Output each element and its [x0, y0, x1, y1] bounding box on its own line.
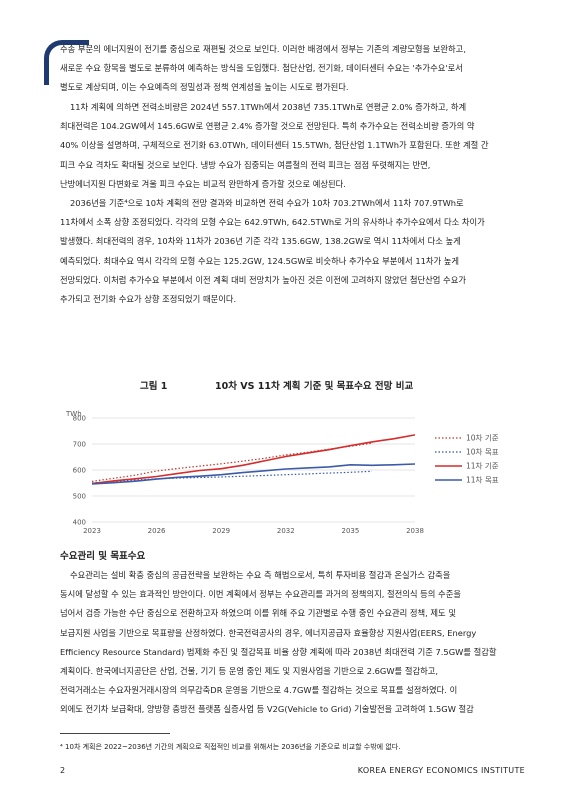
text-line: 11차에서 소폭 상향 조정되었다. 각각의 모형 수요는 642.9TWh, … [60, 217, 485, 228]
series-line-2 [91, 470, 372, 484]
legend-label: 11차 기준 [466, 462, 499, 471]
text-line: 40% 이상을 설명하며, 구체적으로 전기화 63.0TWh, 데이터센터 1… [60, 140, 489, 151]
x-tick-label: 2038 [406, 527, 424, 535]
y-tick-label: 600 [73, 467, 86, 475]
text-line: 예측되었다. 최대수요 역시 각각의 모형 수요는 125.2GW, 124.5… [60, 255, 460, 266]
paragraph-forecast: 11차 계획에 의하면 전력소비량은 2024년 557.1TWh에서 2038… [60, 98, 526, 194]
corner-accent [44, 40, 89, 85]
legend-label: 10차 기준 [466, 434, 499, 443]
series-line-3 [91, 434, 416, 485]
paragraph-comparison: 2036년을 기준⁴으로 10차 계획의 전망 결과와 비교하면 전력 수요가 … [60, 194, 526, 309]
page-number: 2 [60, 766, 66, 775]
x-tick-label: 2026 [148, 527, 166, 535]
x-tick-label: 2035 [341, 527, 359, 535]
text-line: 난방에너지원 다변화로 겨울 피크 수요는 비교적 완만하게 증가할 것으로 예… [60, 178, 346, 189]
section-title: 수요관리 및 목표수요 [60, 551, 146, 562]
legend-label: 11차 목표 [466, 476, 499, 485]
text-line: 전망되었다. 이처럼 추가수요 부분에서 이전 계획 대비 전망치가 높아진 것… [60, 274, 466, 285]
y-tick-label: 400 [73, 519, 86, 527]
figure-title: 10차 VS 11차 계획 기준 및 목표수요 전망 비교 [215, 381, 414, 392]
text-line: 별도로 계상되며, 이는 수요예측의 정밀성과 정책 연계성을 높이는 시도로 … [60, 82, 349, 93]
y-tick-label: 500 [73, 493, 86, 501]
y-axis-unit-label: TWh [65, 410, 82, 418]
text-line: Efficiency Resource Standard) 법제화 추진 및 절… [60, 646, 497, 657]
x-tick-label: 2023 [83, 527, 101, 535]
text-line: 새로운 수요 항목을 별도로 분류하여 예측하는 방식을 도입했다. 첨단산업,… [60, 63, 463, 74]
paragraph-demand-management: 수요관리는 설비 확충 중심의 공급전략을 보완하는 수요 측 해법으로서, 특… [60, 566, 526, 720]
text-line: 넘어서 검증 가능한 수단 중심으로 전환하고자 하였으며 이를 위해 주요 기… [60, 608, 456, 619]
text-line: 최대전력은 104.2GW에서 145.6GW로 연평균 2.4% 증가할 것으… [60, 121, 475, 132]
text-line: 추가되고 전기화 수요가 상향 조정되었기 때문이다. [60, 294, 237, 305]
footnote-divider [60, 733, 170, 734]
paragraph-intro: 수송 부문의 에너지원이 전기를 중심으로 재편될 것으로 보인다. 이러한 배… [60, 40, 526, 98]
legend-label: 10차 목표 [466, 448, 499, 457]
text-line: 계획이다. 한국에너지공단은 산업, 건물, 기기 등 운영 중인 제도 및 지… [60, 666, 438, 677]
footnote: ⁴ 10차 계획은 2022~2036년 기간의 계획으로 직접적인 비교를 위… [60, 743, 401, 751]
institute-name: KOREA ENERGY ECONOMICS INSTITUTE [357, 766, 525, 775]
text-line: 수송 부문의 에너지원이 전기를 중심으로 재편될 것으로 보인다. 이러한 배… [60, 44, 466, 54]
text-line: 발생했다. 최대전력의 경우, 10차와 11차가 2036년 기준 각각 13… [60, 236, 461, 247]
text-line: 보급지원 사업을 기반으로 목표량을 산정하였다. 한국전력공사의 경우, 에너… [60, 627, 477, 638]
text-line: 11차 계획에 의하면 전력소비량은 2024년 557.1TWh에서 2038… [70, 102, 467, 112]
figure-label: 그림 1 [140, 381, 168, 392]
x-tick-label: 2032 [277, 527, 295, 535]
text-line: 외에도 전기차 보급확대, 양방향 충방전 플랫폼 실증사업 등 V2G(Veh… [60, 704, 474, 715]
text-line: 2036년을 기준⁴으로 10차 계획의 전망 결과와 비교하면 전력 수요가 … [70, 198, 464, 208]
x-tick-label: 2029 [212, 527, 230, 535]
text-line: 수요관리는 설비 확충 중심의 공급전략을 보완하는 수요 측 해법으로서, 특… [70, 570, 451, 580]
series-line-4 [91, 463, 416, 485]
y-tick-label: 700 [73, 441, 86, 449]
text-line: 피크 수요 격차도 확대될 것으로 보인다. 냉방 수요가 집중되는 여름철의 … [60, 159, 431, 170]
y-tick-label: 800 [73, 415, 86, 423]
text-line: 전력거래소는 수요자원거래시장의 의무감축DR 운영을 기반으로 4.7GW를 … [60, 685, 458, 696]
line-chart: TWh 400 500 600 700 800 2023 2026 2029 2032 2035 20… [65, 410, 499, 535]
text-line: 동시에 달성할 수 있는 효과적인 방안이다. 이번 계획에서 정부는 수요관리… [60, 589, 461, 600]
